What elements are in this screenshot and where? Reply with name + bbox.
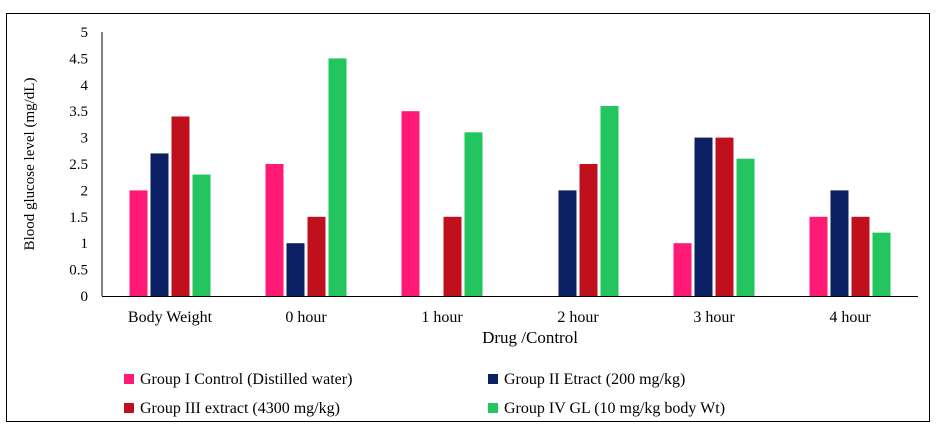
y-tick-label: 0 <box>81 289 89 305</box>
y-tick-label: 2.5 <box>69 157 88 173</box>
bar <box>150 153 169 296</box>
bar <box>328 58 347 297</box>
y-tick-label: 4 <box>81 78 89 94</box>
x-tick-label: 4 hour <box>829 309 871 326</box>
x-tick-label: 1 hour <box>421 309 463 326</box>
bar <box>265 164 284 296</box>
bar <box>872 232 891 296</box>
y-tick-label: 1.5 <box>69 210 88 226</box>
bar <box>129 190 148 296</box>
bar <box>809 216 828 296</box>
y-axis-title: Blood glucose level (mg/dL) <box>22 78 38 251</box>
x-tick-label: Body Weight <box>128 309 213 326</box>
x-tick-label: 3 hour <box>693 309 735 326</box>
bars <box>129 58 891 297</box>
y-axis: 0 0.5 1 1.5 2 2.5 3 3.5 4 4.5 5 <box>69 25 103 305</box>
legend-swatch <box>124 374 134 384</box>
y-tick-label: 2 <box>81 183 89 199</box>
y-tick-label: 0.5 <box>69 263 88 279</box>
legend-swatch <box>488 403 498 413</box>
bar <box>715 137 734 296</box>
legend-label: Group III extract (4300 mg/kg) <box>140 400 340 417</box>
legend: Group I Control (Distilled water) Group I… <box>124 371 725 417</box>
bar <box>192 174 211 296</box>
bar <box>830 190 849 296</box>
bar <box>694 137 713 296</box>
bar <box>171 116 190 296</box>
bar <box>673 243 692 296</box>
bar <box>307 216 326 296</box>
legend-label: Group IV GL (10 mg/kg body Wt) <box>504 400 725 417</box>
y-tick-label: 3 <box>81 131 89 147</box>
x-axis: Body Weight 0 hour 1 hour 2 hour 3 hour 4 hou… <box>102 296 918 326</box>
x-tick-label: 2 hour <box>557 309 599 326</box>
bar <box>579 164 598 296</box>
legend-swatch <box>488 374 498 384</box>
legend-label: Group I Control (Distilled water) <box>140 371 352 388</box>
bar <box>558 190 577 296</box>
y-tick-label: 1 <box>81 236 89 252</box>
bar <box>736 158 755 296</box>
bar <box>600 105 619 296</box>
bar <box>401 111 420 296</box>
y-tick-label: 3.5 <box>69 104 88 120</box>
bar <box>286 243 305 296</box>
legend-label: Group II Etract (200 mg/kg) <box>504 371 685 388</box>
bar <box>443 216 462 296</box>
y-tick-label: 4.5 <box>69 51 88 67</box>
x-tick-label: 0 hour <box>285 309 327 326</box>
bar <box>851 216 870 296</box>
y-tick-label: 5 <box>81 25 89 41</box>
bar <box>464 132 483 296</box>
legend-swatch <box>124 403 134 413</box>
x-axis-title: Drug /Control <box>482 328 578 347</box>
